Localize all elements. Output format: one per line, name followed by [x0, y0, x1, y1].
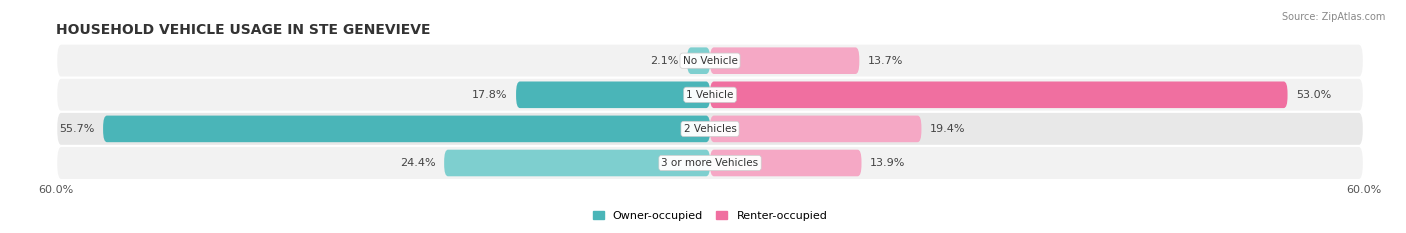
Text: 3 or more Vehicles: 3 or more Vehicles	[661, 158, 759, 168]
Text: Source: ZipAtlas.com: Source: ZipAtlas.com	[1281, 12, 1385, 22]
Text: 17.8%: 17.8%	[472, 90, 508, 100]
Text: 2.1%: 2.1%	[650, 56, 679, 66]
Text: HOUSEHOLD VEHICLE USAGE IN STE GENEVIEVE: HOUSEHOLD VEHICLE USAGE IN STE GENEVIEVE	[56, 23, 430, 37]
FancyBboxPatch shape	[56, 44, 1364, 78]
FancyBboxPatch shape	[444, 150, 710, 176]
FancyBboxPatch shape	[56, 146, 1364, 180]
FancyBboxPatch shape	[516, 82, 710, 108]
Text: 1 Vehicle: 1 Vehicle	[686, 90, 734, 100]
Text: 55.7%: 55.7%	[59, 124, 94, 134]
Legend: Owner-occupied, Renter-occupied: Owner-occupied, Renter-occupied	[588, 206, 832, 225]
Text: 53.0%: 53.0%	[1296, 90, 1331, 100]
FancyBboxPatch shape	[710, 150, 862, 176]
FancyBboxPatch shape	[56, 112, 1364, 146]
FancyBboxPatch shape	[710, 82, 1288, 108]
Text: 13.9%: 13.9%	[870, 158, 905, 168]
Text: 24.4%: 24.4%	[399, 158, 436, 168]
FancyBboxPatch shape	[56, 78, 1364, 112]
FancyBboxPatch shape	[688, 47, 710, 74]
Text: 13.7%: 13.7%	[868, 56, 904, 66]
FancyBboxPatch shape	[710, 47, 859, 74]
Text: 2 Vehicles: 2 Vehicles	[683, 124, 737, 134]
FancyBboxPatch shape	[710, 116, 921, 142]
Text: 19.4%: 19.4%	[931, 124, 966, 134]
FancyBboxPatch shape	[103, 116, 710, 142]
Text: No Vehicle: No Vehicle	[682, 56, 738, 66]
